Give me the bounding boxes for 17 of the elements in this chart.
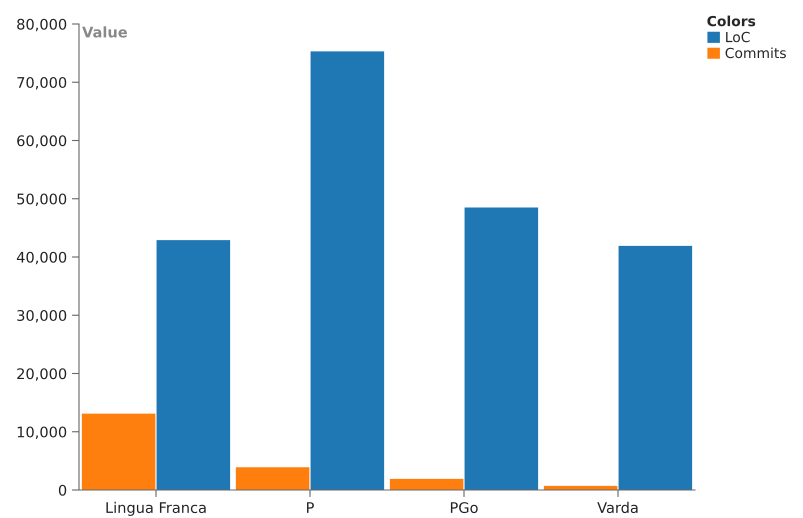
- x-tick-label: Lingua Franca: [106, 502, 206, 516]
- x-tick-label: P: [307, 502, 314, 513]
- legend-label: Commits: [726, 47, 786, 58]
- y-tick-label: 50,000: [17, 193, 66, 206]
- y-tick-label: 20,000: [17, 368, 66, 381]
- y-tick-label: 0: [58, 484, 66, 496]
- y-tick-label: 70,000: [17, 76, 66, 90]
- x-tick-label: PGo: [450, 502, 478, 514]
- y-tick-label: 30,000: [17, 310, 66, 322]
- y-tick-label: 40,000: [16, 252, 66, 264]
- y-tick-label: 80,000: [17, 18, 66, 32]
- y-tick-label: 60,000: [17, 135, 66, 148]
- x-tick-label: Varda: [597, 502, 638, 514]
- y-tick-label: 10,000: [18, 426, 66, 439]
- legend-label: LoC: [726, 32, 750, 42]
- y-axis-title: Value: [82, 26, 127, 38]
- legend-title: Colors: [707, 16, 756, 26]
